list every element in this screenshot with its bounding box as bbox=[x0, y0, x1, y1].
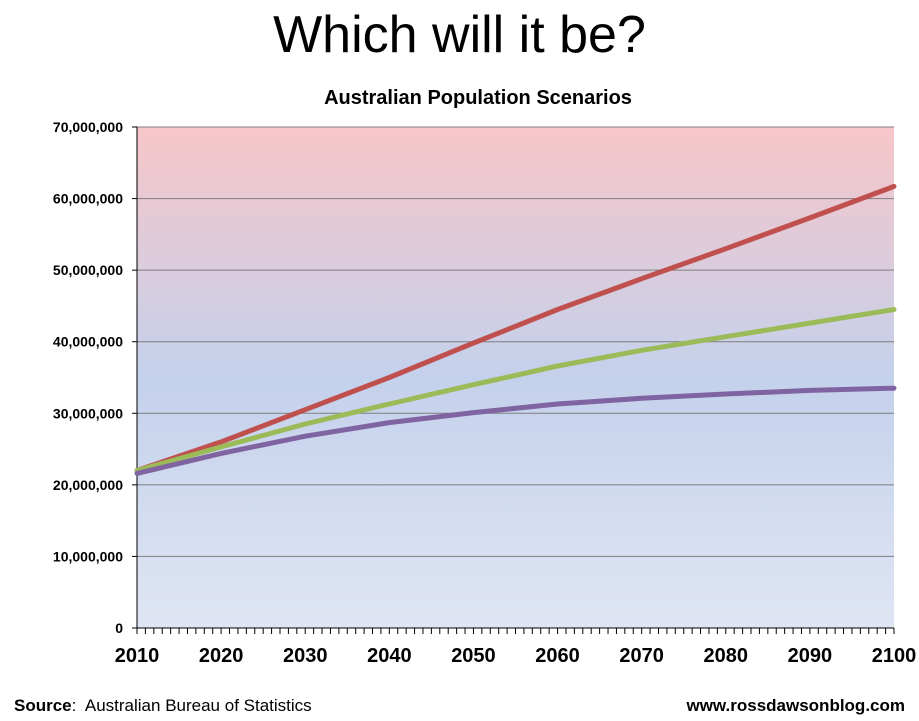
gridlines bbox=[137, 126, 894, 557]
chart-title: Australian Population Scenarios bbox=[324, 87, 632, 109]
y-tick-label: 10,000,000 bbox=[53, 548, 123, 564]
x-tick-label: 2020 bbox=[199, 645, 244, 667]
x-tick-label: 2040 bbox=[367, 645, 412, 667]
headline: Which will it be? bbox=[273, 6, 646, 64]
source-text: Australian Bureau of Statistics bbox=[84, 696, 312, 715]
website-link[interactable]: www.rossdawsonblog.com bbox=[686, 696, 905, 715]
series-lines bbox=[134, 183, 897, 476]
series-line-2 bbox=[134, 307, 897, 473]
y-tick-label: 0 bbox=[115, 620, 123, 636]
tick-labels: 0 10,000,000 20,000,000 30,000,000 40,000,00… bbox=[53, 119, 916, 667]
x-tick-label: 2060 bbox=[535, 645, 580, 667]
source-label: Source bbox=[14, 696, 72, 715]
x-tick-label: 2080 bbox=[704, 645, 749, 667]
x-tick-label: 2030 bbox=[283, 645, 328, 667]
x-tick-label: 2090 bbox=[788, 645, 833, 667]
x-tick-label: 2010 bbox=[115, 645, 160, 667]
y-tick-label: 60,000,000 bbox=[53, 191, 123, 207]
series-line-3 bbox=[134, 385, 897, 476]
y-tick-label: 20,000,000 bbox=[53, 477, 123, 493]
x-tick-label: 2050 bbox=[451, 645, 496, 667]
y-tick-label: 30,000,000 bbox=[53, 405, 123, 421]
y-tick-label: 40,000,000 bbox=[53, 334, 123, 350]
x-tick-label: 2070 bbox=[619, 645, 664, 667]
source-note: Source: Australian Bureau of Statistics bbox=[14, 696, 312, 715]
axes bbox=[132, 126, 895, 634]
series-line-1 bbox=[134, 183, 897, 473]
y-tick-label: 70,000,000 bbox=[53, 119, 123, 135]
y-tick-label: 50,000,000 bbox=[53, 262, 123, 278]
x-tick-label: 2100 bbox=[872, 645, 917, 667]
